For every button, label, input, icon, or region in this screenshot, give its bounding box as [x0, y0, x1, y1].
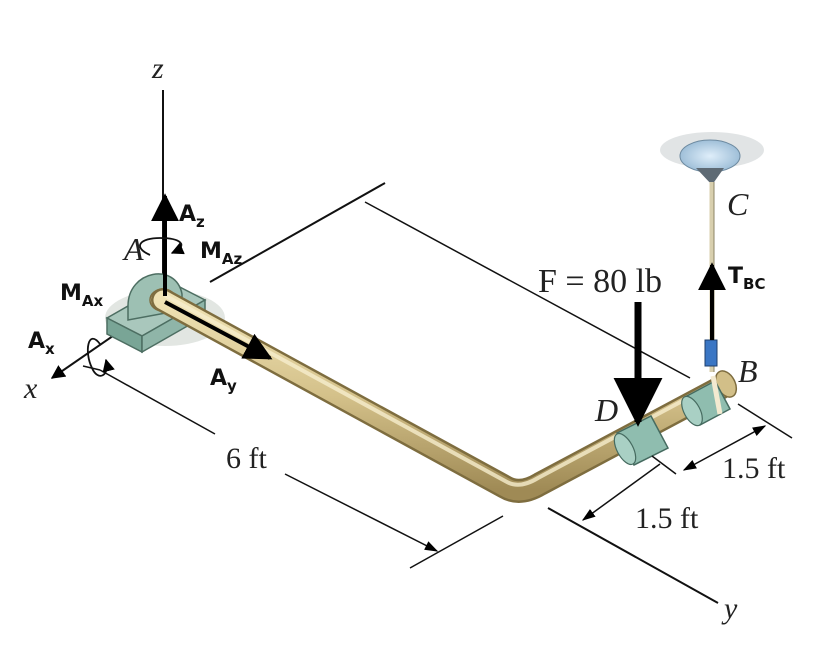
- point-b-label: B: [738, 353, 758, 389]
- extension-line-bend: [409, 515, 504, 569]
- ay-arrow: [164, 300, 273, 360]
- dimension-1-5ft-lower: [581, 463, 661, 521]
- dimension-bc-label: 1.5 ft: [722, 452, 786, 485]
- y-axis: [547, 507, 719, 604]
- dimension-6ft-label: 6 ft: [226, 442, 267, 475]
- dimension-1-5ft-upper: [682, 425, 767, 471]
- maz-curl: [139, 237, 185, 256]
- cable-connector: [704, 339, 718, 367]
- max-label: MAx: [60, 281, 104, 310]
- x-axis-label: x: [23, 372, 38, 405]
- dimension-line-6ft-b: [284, 473, 439, 552]
- tbc-label: TBC: [728, 264, 765, 293]
- z-axis-label: z: [151, 52, 164, 85]
- collar-d: [613, 415, 670, 466]
- reference-line-upper: [209, 182, 386, 283]
- ceiling-support: [660, 132, 764, 185]
- extension-line-d: [651, 455, 677, 475]
- force-f-label: F = 80 lb: [538, 263, 662, 300]
- point-c-label: C: [727, 186, 749, 222]
- y-axis-label: y: [721, 592, 738, 625]
- dimension-line-6ft: [99, 369, 216, 435]
- max-curl: [86, 337, 115, 377]
- reference-line-d: [497, 517, 572, 532]
- pipe: [151, 288, 738, 503]
- ay-label: Ay: [210, 366, 237, 395]
- maz-label: MAz: [200, 239, 243, 268]
- point-a-label: A: [122, 231, 144, 267]
- point-d-label: D: [594, 392, 618, 428]
- dimension-db-label: 1.5 ft: [635, 502, 699, 535]
- az-label: Az: [179, 202, 205, 231]
- extension-line-b: [737, 403, 793, 439]
- cable-wrap: [710, 375, 723, 415]
- ax-label: Ax: [28, 329, 55, 358]
